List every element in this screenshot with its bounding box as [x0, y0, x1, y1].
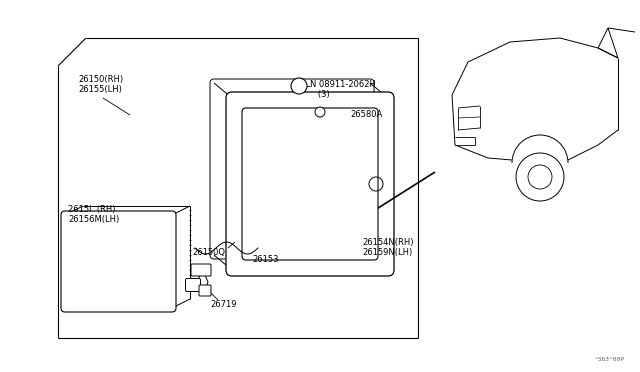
Circle shape: [315, 107, 325, 117]
FancyBboxPatch shape: [186, 279, 200, 292]
Text: 26154N(RH)
26159N(LH): 26154N(RH) 26159N(LH): [362, 238, 413, 257]
Text: 26150Q: 26150Q: [192, 248, 225, 257]
Text: ^363^00P: ^363^00P: [595, 357, 625, 362]
Text: N: N: [295, 81, 301, 90]
FancyBboxPatch shape: [61, 211, 176, 312]
Text: 26150(RH)
26155(LH): 26150(RH) 26155(LH): [78, 75, 123, 94]
FancyBboxPatch shape: [242, 108, 378, 260]
FancyBboxPatch shape: [191, 264, 211, 276]
Text: N 08911-2062H
   (3): N 08911-2062H (3): [310, 80, 376, 99]
FancyBboxPatch shape: [226, 92, 394, 276]
Circle shape: [291, 78, 307, 94]
FancyBboxPatch shape: [199, 285, 211, 296]
FancyBboxPatch shape: [210, 79, 374, 259]
Text: 2615l  (RH)
26156M(LH): 2615l (RH) 26156M(LH): [68, 205, 119, 224]
Text: 26719: 26719: [210, 300, 237, 309]
Text: 26580A: 26580A: [350, 110, 382, 119]
Text: 26153: 26153: [252, 255, 278, 264]
